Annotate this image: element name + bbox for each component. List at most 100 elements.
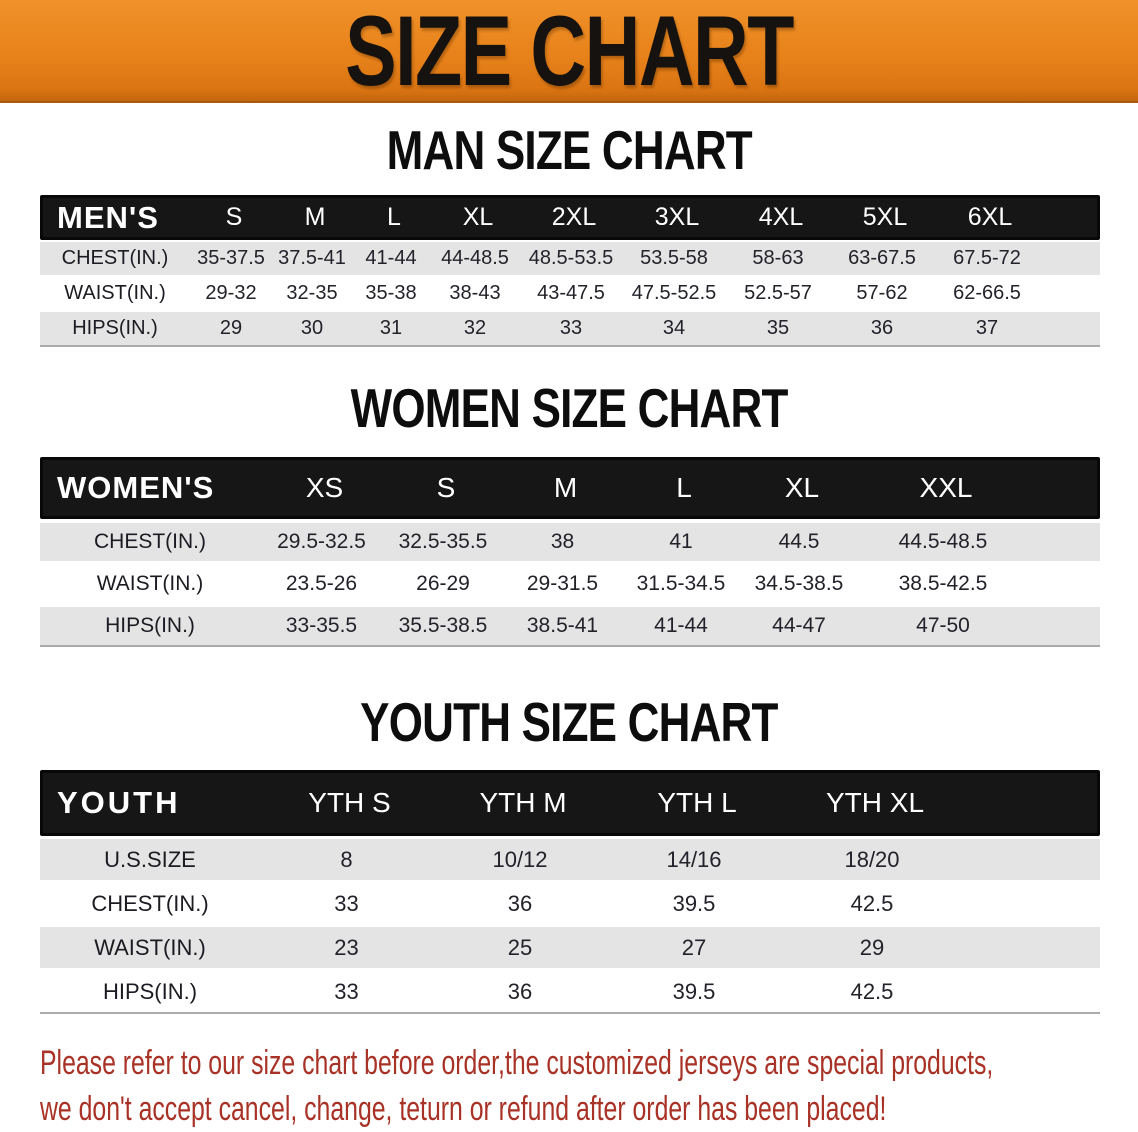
row-label: CHEST(IN.) [94, 530, 206, 553]
disclaimer: Please refer to our size chart before or… [40, 1040, 1138, 1132]
size-value: 43-47.5 [537, 282, 605, 304]
row-label: HIPS(IN.) [72, 317, 158, 339]
table-header-label: YOUTH [57, 785, 181, 820]
man-section-heading: MAN SIZE CHART [0, 123, 1138, 178]
size-value: 58-63 [752, 247, 804, 269]
size-chart-banner: SIZE CHART [0, 0, 1138, 103]
youth-size-table: YOUTH YTH S YTH M YTH L YTH XL U.S.SIZE 8 10/12… [40, 770, 1100, 1014]
size-value: 44-47 [772, 614, 826, 637]
size-column-header: YTH S [308, 787, 391, 818]
disclaimer-line-1: Please refer to our size chart before or… [40, 1040, 1138, 1086]
size-value: 36 [870, 317, 894, 339]
size-value: 35-38 [365, 282, 417, 304]
size-column-header: XL [462, 203, 494, 231]
size-value: 10/12 [492, 846, 548, 872]
size-value: 33 [334, 978, 359, 1004]
women-section-heading-text: WOMEN SIZE CHART [350, 377, 789, 439]
size-value: 36 [507, 978, 533, 1004]
size-value: 44-48.5 [441, 247, 509, 269]
size-value: 32-35 [286, 282, 338, 304]
size-value: 23.5-26 [285, 572, 358, 595]
row-label: HIPS(IN.) [102, 978, 198, 1004]
size-column-header: XXL [919, 472, 973, 503]
size-value: 42.5 [850, 978, 894, 1004]
row-label: CHEST(IN.) [61, 247, 169, 269]
size-value: 32 [463, 317, 487, 339]
size-value: 38.5-41 [526, 614, 599, 637]
measurement-row: CHEST(IN.) 33 36 39.5 42.5 [40, 880, 1100, 924]
size-value: 25 [507, 934, 533, 960]
size-column-header: YTH M [479, 787, 567, 818]
size-column-header: S [436, 472, 456, 503]
size-value: 38-43 [449, 282, 501, 304]
size-column-header: YTH XL [825, 787, 925, 818]
size-value: 41 [669, 530, 693, 553]
size-value: 42.5 [850, 890, 894, 916]
size-value: 35-37.5 [197, 247, 265, 269]
row-label: U.S.SIZE [104, 846, 196, 872]
size-column-header: XS [305, 472, 344, 503]
size-value: 31 [379, 317, 403, 339]
row-label: WAIST(IN.) [94, 934, 206, 960]
size-value: 8 [340, 846, 353, 872]
size-value: 33 [334, 890, 359, 916]
table-header-row: MEN'S S M L XL 2XL 3XL 4XL 5XL 6XL [40, 195, 1100, 240]
size-value: 44.5 [778, 530, 820, 553]
size-value: 29 [859, 934, 885, 960]
size-value: 30 [300, 317, 324, 339]
size-column-header: 6XL [967, 203, 1013, 231]
size-value: 34.5-38.5 [754, 572, 844, 595]
size-value: 35.5-38.5 [398, 614, 488, 637]
size-value: 23 [334, 934, 359, 960]
measurement-row: CHEST(IN.) 29.5-32.5 32.5-35.5 38 41 44.5 44.5… [40, 519, 1100, 561]
size-value: 26-29 [416, 572, 470, 595]
measurement-row: WAIST(IN.) 23 25 27 29 [40, 924, 1100, 968]
size-value: 41-44 [654, 614, 708, 637]
size-value: 14/16 [666, 846, 722, 872]
size-value: 39.5 [672, 890, 716, 916]
size-column-header: M [304, 203, 326, 231]
size-value: 29-32 [205, 282, 257, 304]
disclaimer-line-2-text: we don't accept cancel, change, teturn o… [40, 1090, 887, 1128]
disclaimer-line-2: we don't accept cancel, change, teturn o… [40, 1086, 1138, 1132]
size-value: 38 [550, 530, 575, 553]
size-value: 48.5-53.5 [528, 247, 614, 269]
disclaimer-line-1-text: Please refer to our size chart before or… [40, 1044, 994, 1082]
size-column-header: 3XL [654, 203, 700, 231]
row-label: HIPS(IN.) [105, 614, 195, 637]
size-column-header: 2XL [551, 203, 597, 231]
size-value: 29-31.5 [526, 572, 599, 595]
youth-section-heading-text: YOUTH SIZE CHART [360, 691, 778, 753]
size-value: 31.5-34.5 [636, 572, 726, 595]
size-value: 63-67.5 [848, 247, 916, 269]
size-column-header: L [676, 472, 692, 503]
size-column-header: 4XL [758, 203, 804, 231]
banner-title: SIZE CHART [345, 0, 794, 106]
women-size-table: WOMEN'S XS S M L XL XXL CHEST(IN.) 29.5-32.5 32.5… [40, 457, 1100, 647]
size-value: 47.5-52.5 [631, 282, 717, 304]
table-header-label: WOMEN'S [57, 470, 215, 505]
size-value: 47-50 [916, 614, 970, 637]
size-value: 57-62 [856, 282, 908, 304]
size-value: 18/20 [844, 846, 900, 872]
size-column-header: S [225, 203, 243, 231]
size-value: 29 [219, 317, 243, 339]
size-value: 39.5 [672, 978, 716, 1004]
size-value: 29.5-32.5 [277, 530, 366, 553]
size-column-header: YTH L [657, 787, 737, 818]
size-value: 34 [662, 317, 686, 339]
size-column-header: L [387, 203, 401, 231]
measurement-row: HIPS(IN.) 29 30 31 32 33 34 35 36 37 [40, 310, 1100, 345]
size-value: 38.5-42.5 [898, 572, 988, 595]
size-column-header: 5XL [862, 203, 908, 231]
size-value: 37 [975, 317, 999, 339]
size-value: 33-35.5 [285, 614, 358, 637]
table-header-label: MEN'S [57, 199, 159, 235]
man-size-table: MEN'S S M L XL 2XL 3XL 4XL 5XL 6XL CHEST(IN.) 35-37… [40, 195, 1100, 347]
size-column-header: XL [784, 472, 820, 503]
size-value: 33 [559, 317, 583, 339]
table-header-row: WOMEN'S XS S M L XL XXL [40, 457, 1100, 519]
row-label: WAIST(IN.) [64, 282, 166, 304]
measurement-row: U.S.SIZE 8 10/12 14/16 18/20 [40, 836, 1100, 880]
size-value: 62-66.5 [953, 282, 1021, 304]
